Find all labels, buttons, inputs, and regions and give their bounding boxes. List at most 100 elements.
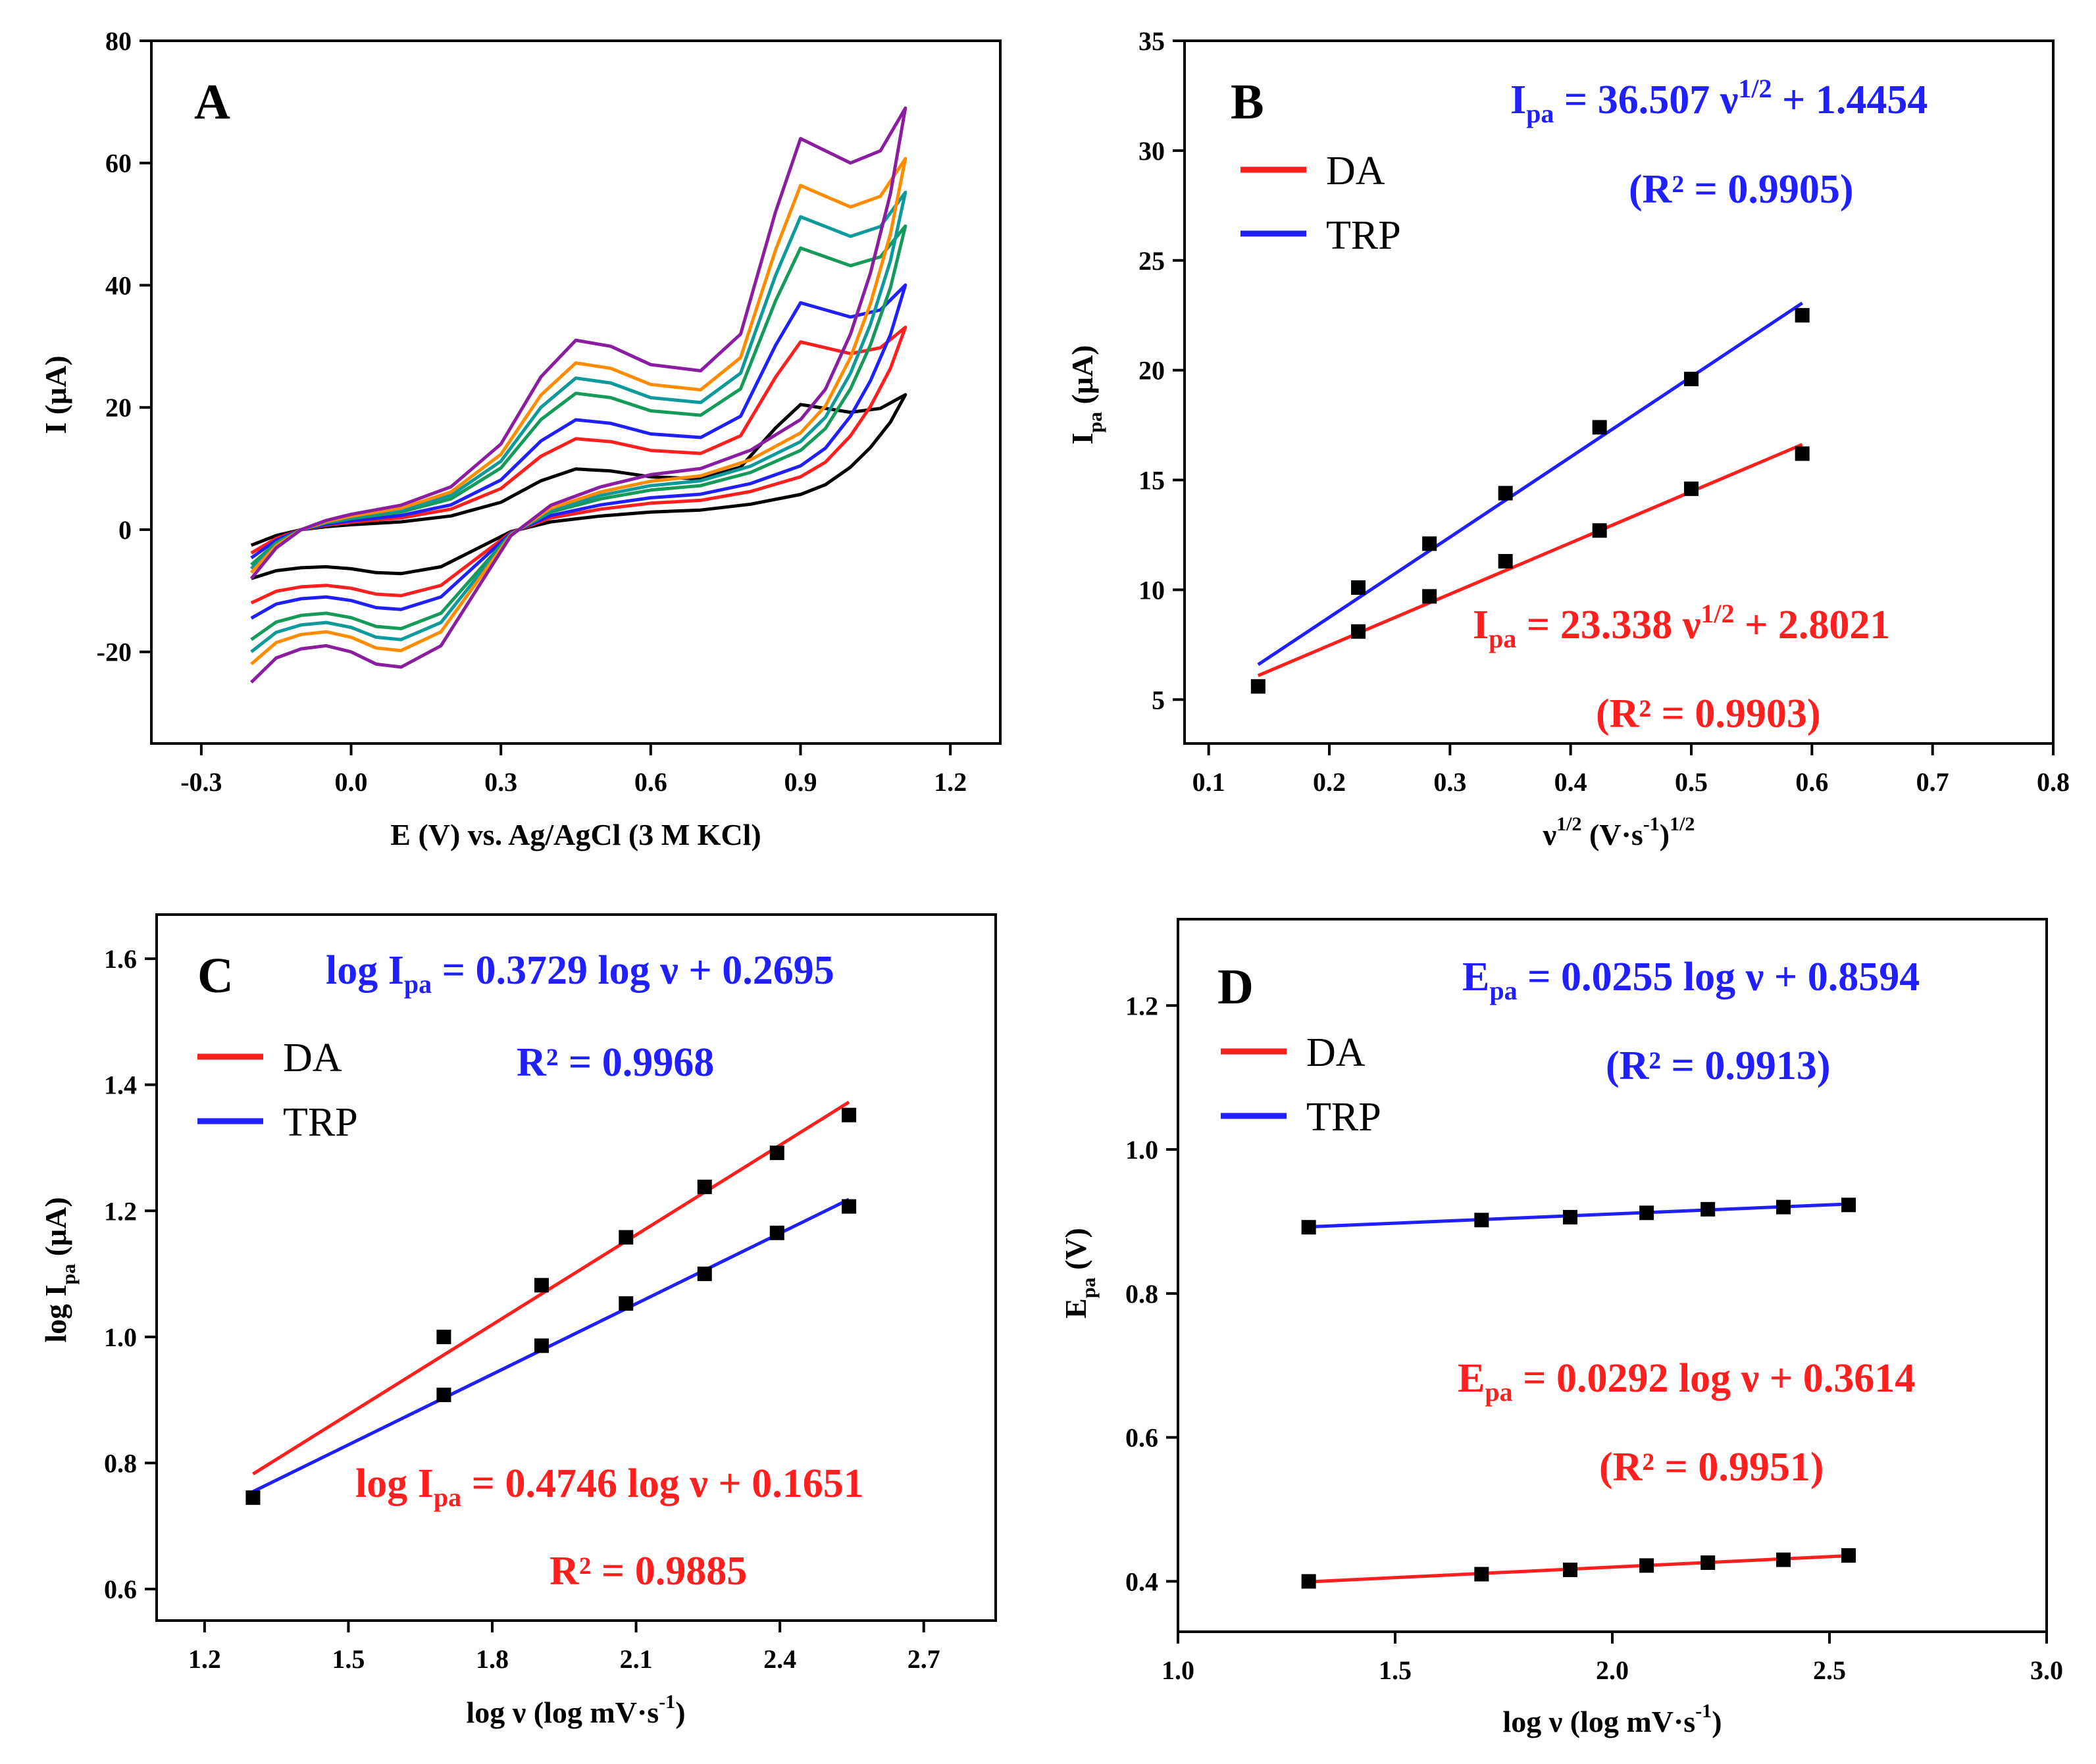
- panel-a-curves: [249, 106, 907, 684]
- data-point-trp: [1422, 536, 1437, 551]
- x-tick-label: 0.1: [1192, 767, 1225, 797]
- y-tick-label: 5: [1152, 685, 1165, 715]
- panel-c-trp-r2: R² = 0.9968: [517, 1040, 714, 1085]
- data-point-da: [1422, 589, 1437, 604]
- panel-c-y-label: log Ipa (μA): [39, 1197, 80, 1342]
- data-point-da: [1684, 481, 1699, 496]
- panel-a-ticks: -0.3 0.0 0.3 0.6 0.9 1.2 -20 0 20 40 60 80: [97, 26, 967, 797]
- y-tick-label: 60: [105, 149, 132, 178]
- data-point-trp: [1351, 580, 1366, 595]
- panel-a-y-label: I (μA): [39, 355, 72, 434]
- x-tick-label: 1.2: [188, 1644, 221, 1674]
- panel-d: 1.0 1.5 2.0 2.5 3.00.40.60.81.01.2 D DA TRP …: [1059, 918, 2063, 1738]
- data-point-trp: [534, 1278, 550, 1293]
- panel-c-legend-trp: TRP: [283, 1100, 358, 1145]
- data-point-da: [1700, 1555, 1716, 1570]
- x-tick-label: 0.2: [1313, 767, 1346, 797]
- x-tick-label: 2.7: [907, 1644, 940, 1674]
- data-point-da: [436, 1388, 451, 1403]
- data-point-trp: [1841, 1197, 1856, 1213]
- data-point-trp: [842, 1107, 857, 1122]
- panel-c-trp-equation: log Ipa = 0.3729 log ν + 0.2695: [326, 948, 834, 999]
- x-tick-label: 2.0: [1596, 1655, 1629, 1685]
- fit-line-da: [252, 1100, 850, 1476]
- panel-b-ticks: 0.1 0.2 0.3 0.4 0.5 0.6 0.7 0.8 5 10 15 20 25 30 35: [1138, 26, 2070, 797]
- panel-b-trp-equation: Ipa = 36.507 ν1/2 + 1.4454: [1510, 74, 1928, 128]
- x-tick-label: 0.8: [2037, 767, 2070, 797]
- data-point-trp: [1795, 308, 1810, 323]
- panel-d-x-label: log ν (log mV·s-1): [1502, 1700, 1722, 1738]
- fit-line-da: [1308, 1553, 1849, 1584]
- panel-d-label: D: [1217, 959, 1254, 1015]
- data-point-trp: [769, 1146, 784, 1161]
- data-point-trp: [1474, 1213, 1489, 1228]
- data-point-da: [769, 1225, 784, 1240]
- panel-b-y-label: Ipa (μA): [1065, 345, 1106, 444]
- y-tick-label: 15: [1138, 466, 1165, 495]
- x-tick-label: 3.0: [2030, 1655, 2063, 1685]
- cv-curve: [250, 283, 907, 620]
- panel-c-legend: DA TRP: [197, 1036, 358, 1145]
- panel-b-label: B: [1231, 74, 1264, 130]
- y-tick-label: 25: [1138, 246, 1165, 276]
- y-tick-label: 1.4: [104, 1071, 137, 1100]
- x-tick-label: 1.2: [934, 767, 967, 797]
- panel-b-legend-trp: TRP: [1326, 213, 1401, 258]
- panel-b-plot: [1250, 301, 1810, 694]
- panel-a-label: A: [194, 74, 230, 130]
- y-tick-label: 30: [1138, 136, 1165, 166]
- panel-a: -0.3 0.0 0.3 0.6 0.9 1.2 -20 0 20 40 60 80 A E (V) …: [39, 26, 1002, 851]
- x-tick-label: 0.0: [335, 767, 368, 797]
- panel-d-legend: DA TRP: [1221, 1030, 1381, 1140]
- y-tick-label: 35: [1138, 26, 1165, 56]
- data-point-trp: [1592, 420, 1607, 435]
- panel-c-frame: [155, 913, 997, 1622]
- x-tick-label: 1.0: [1162, 1655, 1194, 1685]
- x-tick-label: 2.5: [1813, 1655, 1846, 1685]
- data-point-da: [1474, 1567, 1489, 1582]
- panel-d-y-label: Epa (V): [1059, 1228, 1100, 1319]
- data-point-da: [1795, 446, 1810, 461]
- panel-d-da-r2: (R² = 0.9951): [1599, 1445, 1824, 1490]
- data-point-trp: [1776, 1199, 1791, 1215]
- y-tick-label: 0.8: [104, 1448, 137, 1478]
- x-tick-label: 0.6: [634, 767, 667, 797]
- y-tick-label: 1.6: [104, 944, 137, 974]
- data-point-trp: [1700, 1201, 1716, 1217]
- panel-c-label: C: [197, 948, 234, 1003]
- panel-d-ticks: 1.0 1.5 2.0 2.5 3.0 0.4 0.6 0.8 1.0 1.2: [1125, 991, 2063, 1685]
- data-point-da: [697, 1267, 712, 1282]
- x-tick-label: 0.4: [1554, 767, 1587, 797]
- panel-b-frame: [1183, 39, 2055, 745]
- panel-d-trp-r2: (R² = 0.9913): [1606, 1044, 1830, 1088]
- panel-d-trp-equation: Epa = 0.0255 log ν + 0.8594: [1462, 955, 1920, 1005]
- panel-d-legend-da: DA: [1306, 1030, 1366, 1075]
- y-tick-label: 0.6: [104, 1575, 137, 1604]
- x-tick-label: 0.3: [1433, 767, 1466, 797]
- fit-line-trp: [252, 1197, 850, 1494]
- cv-curve: [250, 224, 907, 642]
- fit-line-trp: [1308, 1202, 1849, 1229]
- panel-b-x-label: ν1/2 (V·s-1)1/2: [1543, 813, 1695, 851]
- y-tick-label: 0: [118, 515, 132, 545]
- data-point-trp: [1639, 1205, 1654, 1221]
- y-tick-label: 10: [1138, 575, 1165, 605]
- data-point-da: [619, 1296, 634, 1311]
- x-tick-label: -0.3: [180, 767, 222, 797]
- fit-line-da: [1257, 443, 1803, 678]
- y-tick-label: 40: [105, 270, 132, 300]
- cv-curve: [249, 157, 907, 666]
- y-tick-label: 20: [105, 393, 132, 422]
- panel-b-trp-r2: (R² = 0.9905): [1629, 167, 1853, 212]
- data-point-da: [534, 1338, 550, 1353]
- x-tick-label: 0.5: [1675, 767, 1708, 797]
- data-point-da: [1639, 1558, 1654, 1573]
- y-tick-label: 0.6: [1125, 1423, 1158, 1453]
- x-tick-label: 2.1: [620, 1644, 653, 1674]
- panel-b-legend-da: DA: [1326, 149, 1385, 193]
- data-point-da: [1351, 624, 1366, 639]
- y-tick-label: 0.4: [1125, 1567, 1158, 1596]
- x-tick-label: 1.8: [476, 1644, 509, 1674]
